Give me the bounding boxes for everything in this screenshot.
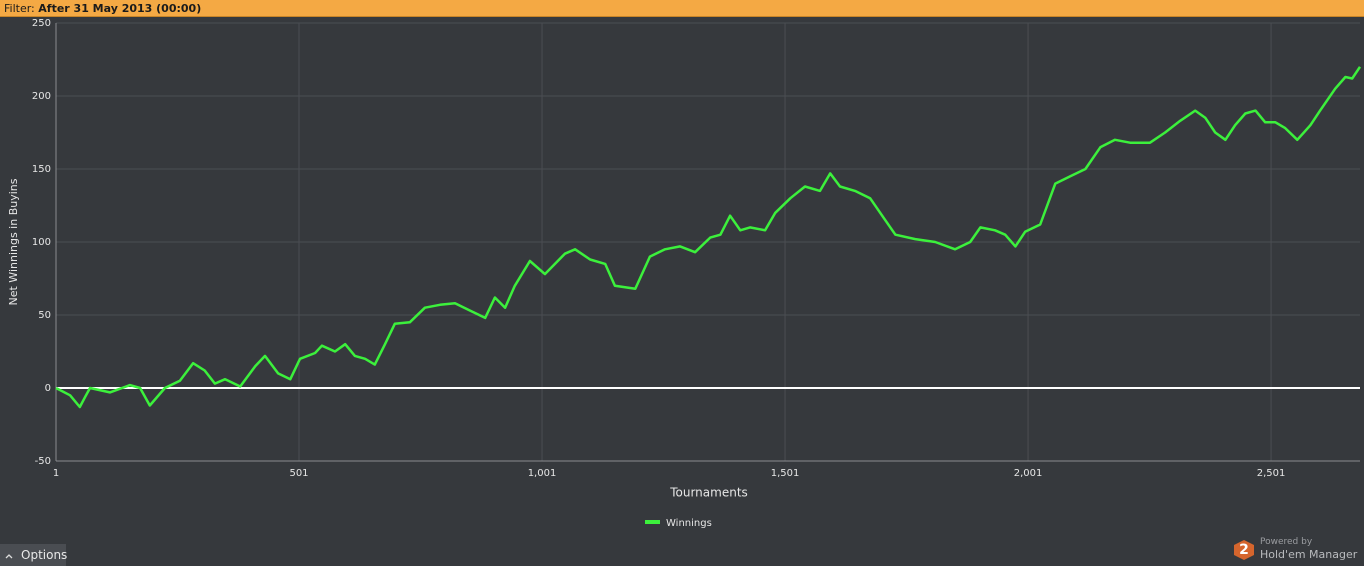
y-tick-label: 0 — [45, 383, 51, 394]
options-label: Options — [21, 548, 68, 562]
y-tick-label: 200 — [32, 91, 51, 102]
options-button[interactable]: Options — [0, 544, 68, 566]
filter-label: Filter: — [4, 2, 35, 15]
x-tick-label: 2,001 — [1014, 468, 1043, 479]
y-tick-label: 250 — [32, 18, 51, 29]
filter-bar: Filter: After 31 May 2013 (00:00) — [0, 0, 1364, 17]
x-tick-label: 501 — [289, 468, 308, 479]
x-tick-label: 1,501 — [771, 468, 800, 479]
brand-name: Hold'em Manager — [1260, 548, 1358, 561]
x-tick-label: 1 — [53, 468, 59, 479]
powered-by: Powered by — [1260, 537, 1313, 547]
series-line — [55, 66, 1362, 409]
brand: 2 Powered by Hold'em Manager — [1234, 537, 1362, 563]
legend-label: Winnings — [666, 518, 712, 529]
caret-icon — [5, 554, 13, 559]
y-tick-label: 150 — [32, 164, 51, 175]
x-axis-label: Tournaments — [669, 486, 748, 500]
brand-logo: 2 — [1234, 540, 1254, 560]
x-tick-label: 1,001 — [528, 468, 557, 479]
y-tick-label: -50 — [35, 456, 51, 467]
x-tick-label: 2,501 — [1257, 468, 1286, 479]
y-tick-label: 50 — [38, 310, 51, 321]
y-axis-label: Net Winnings in Buyins — [7, 178, 20, 305]
chart: Net Winnings in Buyins Tournaments -50 0 5… — [7, 18, 1362, 529]
filter-value: After 31 May 2013 (00:00) — [38, 2, 202, 15]
legend-swatch — [645, 520, 660, 524]
y-tick-label: 100 — [32, 237, 51, 248]
